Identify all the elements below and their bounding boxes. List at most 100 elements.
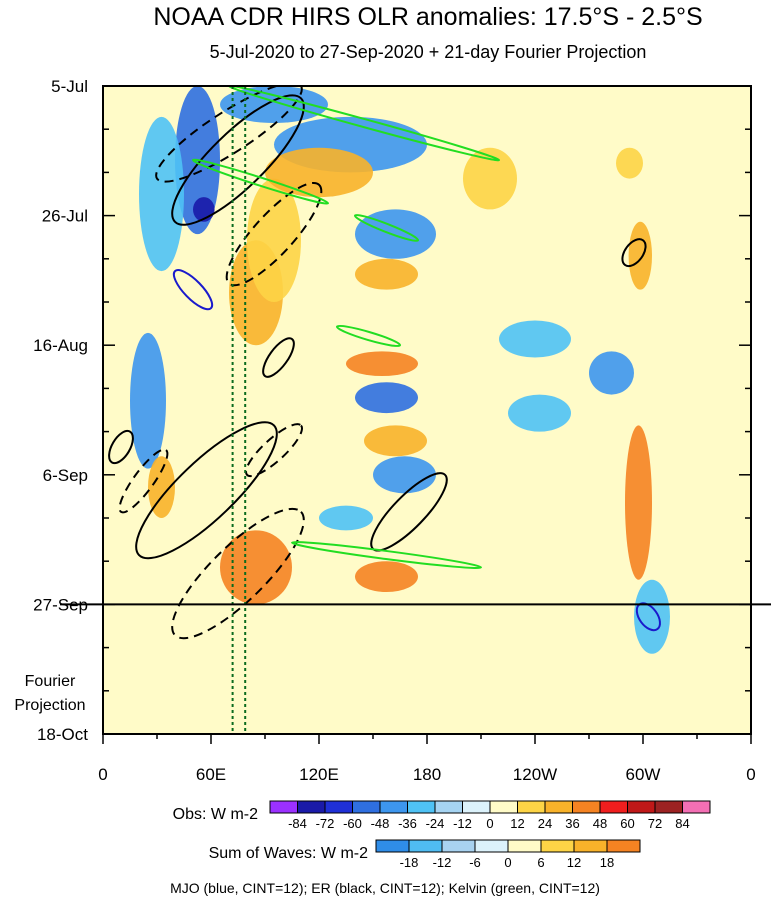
colorbar-cell <box>544 800 573 814</box>
anomaly-band-20 <box>628 221 652 290</box>
x-tick-label: 120E <box>299 765 339 784</box>
chart-subtitle: 5-Jul-2020 to 27-Sep-2020 + 21-day Fouri… <box>210 42 647 62</box>
anomaly-band-16 <box>373 456 436 494</box>
wave-contour-er-5 <box>108 429 134 465</box>
colorbar-tick-label: -72 <box>316 816 335 831</box>
anomaly-band-26 <box>499 320 571 358</box>
wave-contour-er-2 <box>225 181 323 287</box>
chart-title: NOAA CDR HIRS OLR anomalies: 17.5°S - 2.… <box>153 3 702 31</box>
anomaly-band-22 <box>589 351 634 395</box>
y-tick-label: 16-Aug <box>33 336 88 355</box>
colorbar-cell <box>654 800 683 814</box>
obs-colorbar-label: Obs: W m-2 <box>173 806 258 823</box>
colorbar-tick-label: -84 <box>288 816 307 831</box>
x-tick-label: 0 <box>746 765 755 784</box>
colorbar-cell <box>462 800 491 814</box>
colorbar-tick-label: -12 <box>433 855 452 870</box>
mjo-phase-lines <box>231 86 247 734</box>
anomaly-band-8 <box>220 86 328 124</box>
colorbar-cell <box>375 839 410 853</box>
y-tick-label: 18-Oct <box>37 725 88 744</box>
colorbar-cell <box>517 800 546 814</box>
colorbar-tick-label: 84 <box>675 816 689 831</box>
colorbar-tick-label: 12 <box>567 855 581 870</box>
colorbar-tick-label: 24 <box>538 816 552 831</box>
anomaly-band-15 <box>364 425 427 457</box>
colorbar-cell <box>489 800 518 814</box>
colorbar-cell <box>441 839 476 853</box>
anomaly-band-23 <box>508 394 571 432</box>
colorbar-tick-label: 60 <box>620 816 634 831</box>
colorbar-tick-label: 48 <box>593 816 607 831</box>
waves-colorbar-label: Sum of Waves: W m-2 <box>209 845 369 862</box>
x-tick-label: 180 <box>413 765 441 784</box>
anomaly-band-10 <box>265 147 373 198</box>
wave-contour-er-7 <box>135 421 278 560</box>
y-tick-label: 27-Sep <box>33 595 88 614</box>
colorbar-cell <box>297 800 326 814</box>
colorbar-tick-label: 18 <box>600 855 614 870</box>
colorbar-cell <box>434 800 463 814</box>
colorbar-tick-label: 72 <box>648 816 662 831</box>
wave-contour-mjo-3 <box>172 269 214 311</box>
obs-colorbar: -84 -72 -60 -48 -36 -24 -12 0 12 24 36 48 60 72 84 <box>269 800 711 831</box>
colorbar-tick-label: 6 <box>537 855 544 870</box>
anomaly-band-19 <box>625 425 652 580</box>
colorbar-cell <box>474 839 509 853</box>
colorbar-cell <box>379 800 408 814</box>
anomaly-band-13 <box>346 351 418 377</box>
wave-contour-kelvin-13 <box>191 158 330 205</box>
anomaly-band-6 <box>220 530 292 605</box>
projection-label-line2: Projection <box>14 697 85 714</box>
waves-colorbar: -18 -12 -6 0 6 12 18 <box>375 839 641 870</box>
colorbar-tick-label: -48 <box>371 816 390 831</box>
colorbar-tick-label: 36 <box>565 816 579 831</box>
anomaly-band-14 <box>355 382 418 414</box>
colorbar-cell <box>507 839 542 853</box>
colorbar-cell <box>352 800 381 814</box>
wave-contour-er-11 <box>621 238 647 268</box>
wave-contour-er-1 <box>171 94 305 226</box>
anomaly-band-11 <box>355 209 436 259</box>
x-tick-label: 60E <box>196 765 226 784</box>
colorbar-cell <box>408 839 443 853</box>
wave-contour-er-10 <box>171 507 305 640</box>
colorbar-tick-label: 12 <box>510 816 524 831</box>
colorbar-cell <box>269 800 298 814</box>
colorbar-cell <box>572 800 601 814</box>
x-axis: 0 60E 120E 180 120W 60W 0 <box>98 734 756 784</box>
wave-contour-kelvin-14 <box>353 214 420 242</box>
colorbar-cell <box>573 839 608 853</box>
colorbar-cell <box>682 800 711 814</box>
colorbar-cell <box>599 800 628 814</box>
colorbar-tick-label: -6 <box>469 855 481 870</box>
colorbar-cell <box>627 800 656 814</box>
x-tick-label: 0 <box>98 765 107 784</box>
anomaly-band-18 <box>319 505 373 531</box>
colorbar-tick-label: -12 <box>453 816 472 831</box>
colorbar-tick-label: -60 <box>343 816 362 831</box>
anomaly-band-25 <box>463 147 517 210</box>
wave-contour-kelvin-16 <box>290 541 483 569</box>
colorbar-tick-label: -36 <box>398 816 417 831</box>
colorbar-cell <box>324 800 353 814</box>
anomaly-band-21 <box>616 147 643 179</box>
y-tick-label: 6-Sep <box>43 466 88 485</box>
anomaly-band-3 <box>130 332 166 469</box>
x-tick-label: 120W <box>513 765 557 784</box>
y-tick-label: 26-Jul <box>42 207 88 226</box>
colorbar-tick-label: 0 <box>486 816 493 831</box>
anomaly-band-2 <box>139 116 184 272</box>
colorbar-tick-label: -24 <box>426 816 445 831</box>
anomaly-field <box>130 86 670 654</box>
colorbar-tick-label: 0 <box>504 855 511 870</box>
wave-contour-er-8 <box>245 423 303 478</box>
wave-contour-er-4 <box>262 337 295 378</box>
colorbar-cell <box>407 800 436 814</box>
colorbar-tick-label: -18 <box>400 855 419 870</box>
anomaly-band-17 <box>355 561 418 593</box>
colorbar-cell <box>540 839 575 853</box>
wave-contour-kelvin-15 <box>335 324 402 347</box>
